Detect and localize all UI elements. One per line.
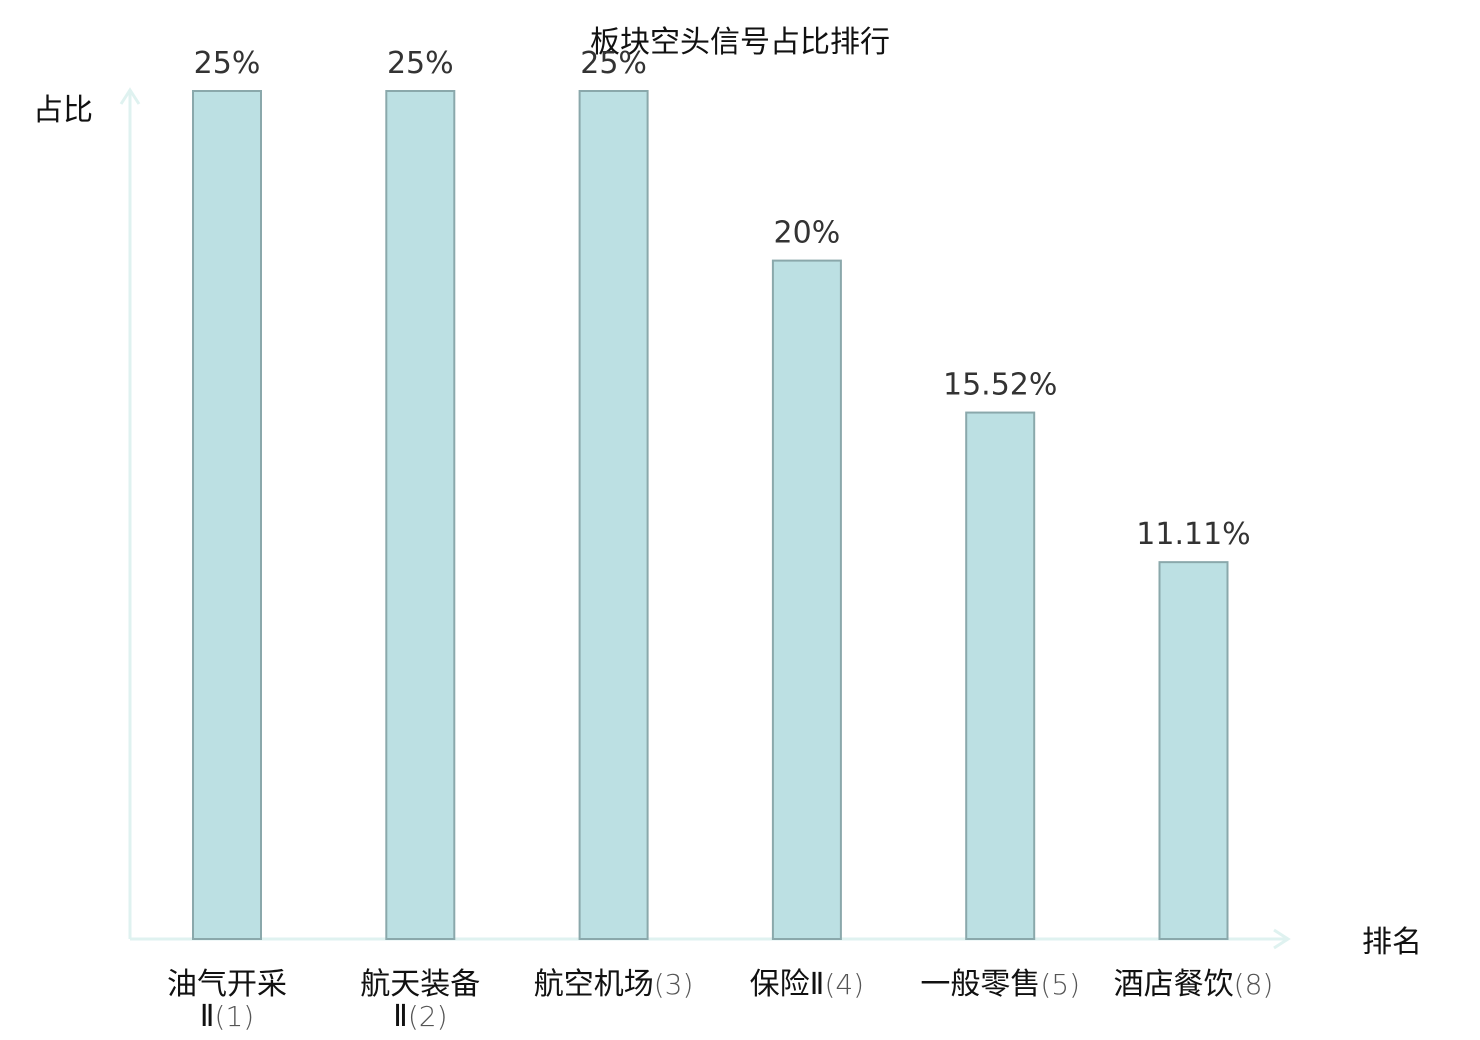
x-tick-label: 油气开采 Ⅱ(1) [167, 967, 287, 1034]
y-axis-label: 占比 [33, 93, 93, 128]
x-axis-arrow-icon [1273, 928, 1291, 950]
x-tick-label: 保险Ⅱ(4) [750, 967, 864, 1002]
value-label: 15.52% [943, 368, 1057, 403]
value-label: 11.11% [1136, 517, 1250, 552]
bar [385, 90, 456, 940]
x-tick-label: 航空机场(3) [534, 967, 694, 1002]
value-label: 25% [387, 46, 454, 81]
bar [771, 259, 842, 941]
value-label: 25% [580, 46, 647, 81]
bar [192, 90, 262, 940]
bar [1158, 561, 1229, 940]
bar [965, 411, 1036, 941]
value-label: 25% [194, 46, 261, 81]
x-tick-labels: 油气开采 Ⅱ(1) 航天装备 Ⅱ(2) 航空机场(3) 保险Ⅱ(4) 一般零售(5) 酒店餐饮… [167, 967, 1273, 1034]
value-labels: 25% 25% 25% 20% 15.52% 11.11% [194, 46, 1251, 552]
y-axis-arrow-icon [119, 87, 141, 105]
x-tick-label: 一般零售(5) [920, 967, 1080, 1002]
bar [578, 90, 649, 940]
x-tick-label: 酒店餐饮(8) [1114, 967, 1274, 1002]
value-label: 20% [774, 216, 841, 251]
x-tick-label: 航天装备 Ⅱ(2) [360, 967, 480, 1034]
axes [119, 87, 1291, 950]
chart-title: 板块空头信号占比排行 [590, 25, 890, 60]
x-axis-label: 排名 [1362, 925, 1422, 960]
bars [192, 90, 1229, 941]
